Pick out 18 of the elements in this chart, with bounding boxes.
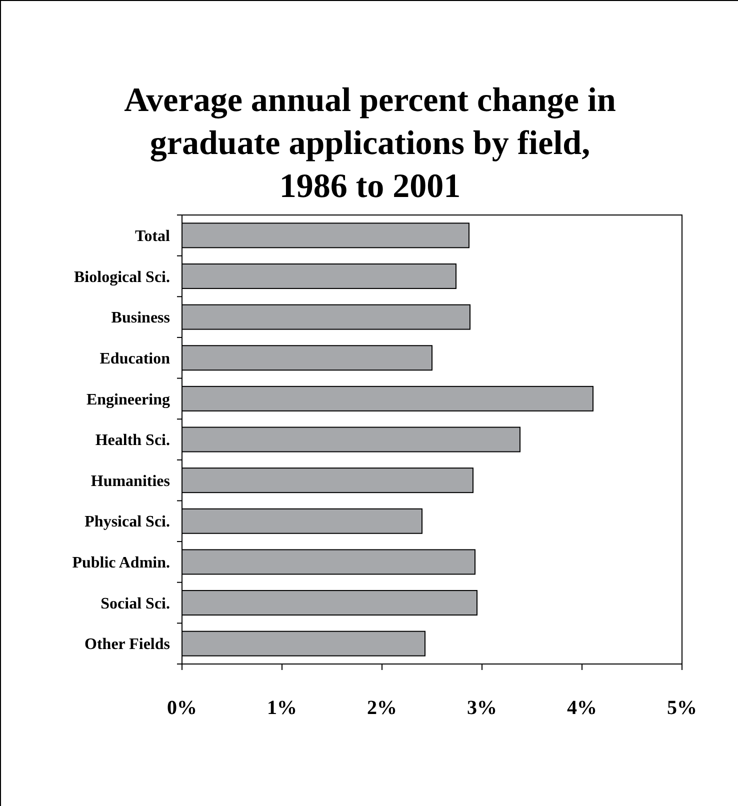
y-tick-label: Business xyxy=(111,310,170,327)
x-tick-label: 0% xyxy=(167,697,197,719)
x-tick-label: 1% xyxy=(267,697,297,719)
chart-title: Average annual percent change in graduate applications by field, 1986 to 2001 xyxy=(124,82,616,205)
x-tick-label: 3% xyxy=(467,697,497,719)
y-tick-label: Humanities xyxy=(90,472,170,490)
y-tick-label: Other Fields xyxy=(84,636,170,654)
y-tick-label: Biological Sci. xyxy=(74,268,170,286)
x-tick-label: 4% xyxy=(567,697,597,719)
x-tick-label: 5% xyxy=(667,697,697,719)
x-tick-label: 2% xyxy=(367,697,397,719)
y-tick-label: Education xyxy=(100,350,170,368)
y-tick-label: Health Sci. xyxy=(95,432,170,450)
y-tick-label: Public Admin. xyxy=(72,554,170,572)
y-tick-label: Physical Sci. xyxy=(84,514,170,531)
y-tick-label: Social Sci. xyxy=(100,595,170,612)
y-tick-label: Total xyxy=(135,228,171,246)
y-tick-label: Engineering xyxy=(86,391,170,408)
